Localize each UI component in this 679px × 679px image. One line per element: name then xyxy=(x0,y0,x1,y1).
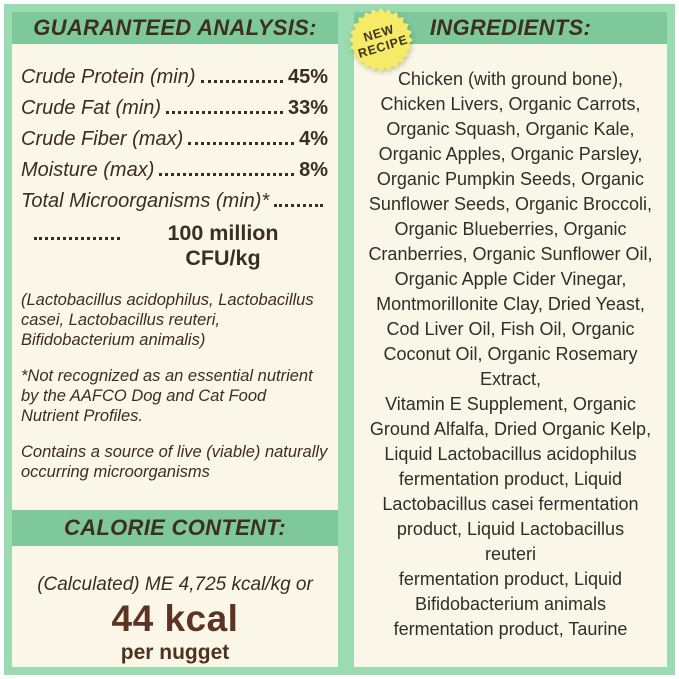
analysis-row-microorganisms: Total Microorganisms (min)* xyxy=(21,190,328,213)
ingredient-line: Bifidobacterium animals xyxy=(414,594,607,614)
dot-leader xyxy=(188,142,295,145)
dot-leader xyxy=(274,204,323,207)
ingredient-line: Liquid Lactobacillus acidophilus xyxy=(384,444,637,464)
note-live-microorganisms: Contains a source of live (viable) natur… xyxy=(21,443,328,481)
ingredient-line: Vitamin E Supplement, Organic xyxy=(385,394,636,414)
analysis-table: Crude Protein (min) 45% Crude Fat (min) … xyxy=(21,66,328,271)
calorie-value: 44 kcal xyxy=(111,598,239,639)
dot-leader xyxy=(34,237,120,240)
ingredient-line: Sunflower Seeds, Organic Broccoli, xyxy=(368,194,653,214)
guaranteed-analysis-header: GUARANTEED ANALYSIS: xyxy=(12,12,338,44)
calorie-content-header: CALORIE CONTENT: xyxy=(12,510,338,546)
ingredient-line: Coconut Oil, Organic Rosemary xyxy=(383,344,638,364)
dot-leader xyxy=(200,80,283,83)
ingredient-line: Lactobacillus casei fermentation xyxy=(382,494,639,514)
ingredient-line: Organic Blueberries, Organic xyxy=(394,219,627,239)
ingredient-line: Ground Alfalfa, Dried Organic Kelp, xyxy=(369,419,652,439)
ingredient-line: Organic Apples, Organic Parsley, xyxy=(378,144,643,164)
ingredient-line: fermentation product, Liquid xyxy=(398,469,623,489)
ingredient-line: fermentation product, Liquid xyxy=(398,569,623,589)
starburst-icon xyxy=(349,8,413,72)
ingredient-line: Cod Liver Oil, Fish Oil, Organic xyxy=(386,319,635,339)
analysis-value: 4% xyxy=(299,128,328,150)
ingredient-line: product, Liquid Lactobacillus xyxy=(396,519,625,539)
analysis-row-protein: Crude Protein (min) 45% xyxy=(21,66,328,89)
analysis-label: Crude Protein (min) xyxy=(21,66,196,88)
note-probiotic-species: (Lactobacillus acidophilus, Lactobacillu… xyxy=(21,291,314,349)
ingredient-line: Extract, xyxy=(479,369,541,389)
analysis-label: Total Microorganisms (min)* xyxy=(21,190,270,212)
dot-leader xyxy=(166,111,283,114)
ingredient-line: Organic Pumpkin Seeds, Organic xyxy=(376,169,645,189)
analysis-value: 45% xyxy=(287,66,328,88)
analysis-value: 33% xyxy=(287,97,328,119)
analysis-label: Moisture (max) xyxy=(21,159,155,181)
analysis-label: Crude Fat (min) xyxy=(21,97,162,119)
ingredients-list: Chicken (with ground bone), Chicken Live… xyxy=(354,67,667,642)
analysis-row-fat: Crude Fat (min) 33% xyxy=(21,97,328,120)
analysis-row-fiber: Crude Fiber (max) 4% xyxy=(21,128,328,151)
ingredient-line: Chicken Livers, Organic Carrots, xyxy=(380,94,641,114)
guaranteed-analysis-panel: GUARANTEED ANALYSIS: Crude Protein (min)… xyxy=(4,4,346,675)
new-recipe-badge: NEW RECIPE xyxy=(348,7,414,73)
ingredient-line: fermentation product, Taurine xyxy=(393,619,628,639)
ingredient-line: Organic Squash, Organic Kale, xyxy=(386,119,635,139)
dot-leader xyxy=(159,173,295,176)
ingredient-line: reuteri xyxy=(484,544,537,564)
analysis-row-cfu: 100 million CFU/kg xyxy=(34,221,318,271)
analysis-label: Crude Fiber (max) xyxy=(21,128,184,150)
analysis-value: 8% xyxy=(299,159,328,181)
calorie-formula: (Calculated) ME 4,725 kcal/kg or xyxy=(37,574,313,595)
note-aafco: *Not recognized as an essential nutrient… xyxy=(21,367,313,425)
cfu-value: 100 million CFU/kg xyxy=(167,221,279,270)
ingredient-line: Cranberries, Organic Sunflower Oil, xyxy=(368,244,653,264)
analysis-row-moisture: Moisture (max) 8% xyxy=(21,159,328,182)
ingredient-line: Organic Apple Cider Vinegar, xyxy=(394,269,627,289)
ingredients-panel: NEW RECIPE INGREDIENTS: Chicken (with gr… xyxy=(346,4,675,675)
calorie-unit: per nugget xyxy=(120,641,230,664)
ingredient-line: Montmorillonite Clay, Dried Yeast, xyxy=(376,294,645,314)
ingredient-line: Chicken (with ground bone), xyxy=(397,69,624,89)
